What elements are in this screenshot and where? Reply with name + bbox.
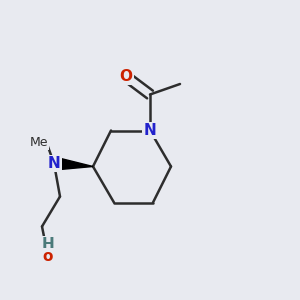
Text: H: H: [42, 237, 54, 252]
Text: Me: Me: [30, 136, 48, 149]
Text: N: N: [144, 123, 156, 138]
Text: O: O: [119, 69, 133, 84]
Text: N: N: [48, 156, 60, 171]
Text: o: o: [43, 249, 53, 264]
Polygon shape: [53, 157, 93, 170]
